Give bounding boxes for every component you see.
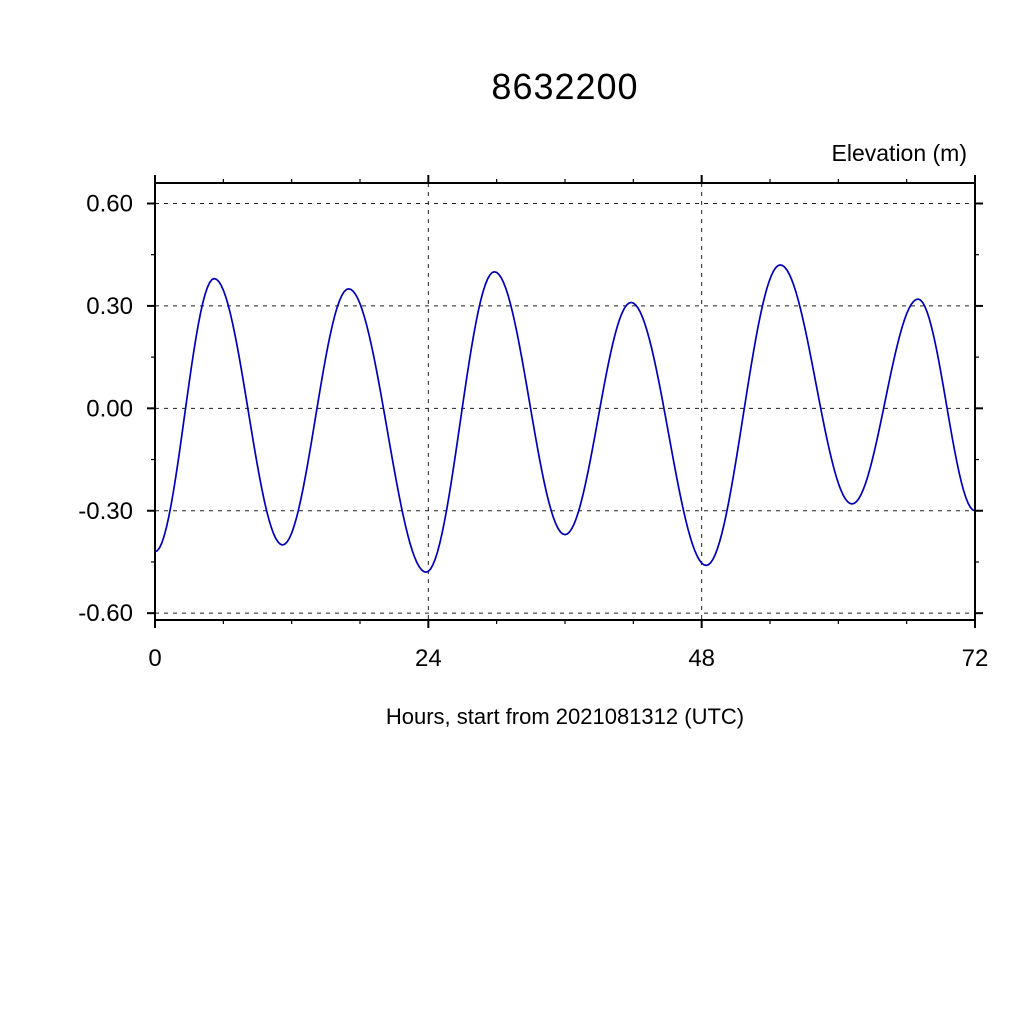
y-tick-label: 0.00 [86,395,133,422]
y-tick-label: 0.60 [86,190,133,217]
x-tick-label: 24 [415,645,442,672]
y-tick-label: -0.30 [78,498,133,525]
x-tick-label: 0 [148,645,161,672]
y-tick-label: 0.30 [86,293,133,320]
x-tick-label: 72 [962,645,989,672]
y-axis-label: Elevation (m) [831,140,967,166]
x-tick-label: 48 [688,645,715,672]
tide-elevation-curve [154,264,976,574]
y-tick-label: -0.60 [78,600,133,627]
chart-title: 8632200 [491,66,639,107]
x-axis-label: Hours, start from 2021081312 (UTC) [385,704,745,729]
plot-frame [154,182,976,621]
